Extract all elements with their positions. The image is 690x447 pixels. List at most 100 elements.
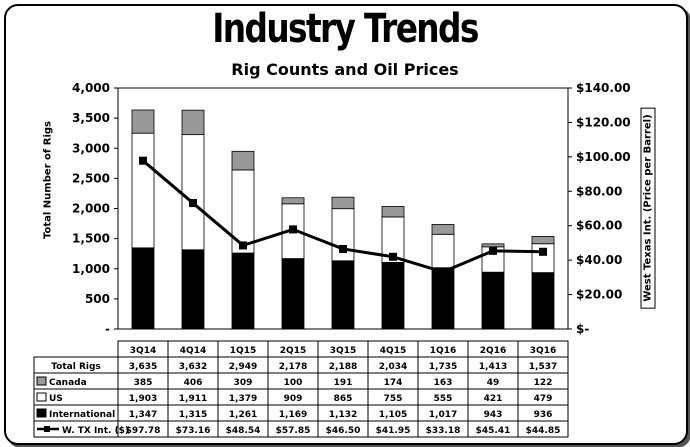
bar-international (131, 247, 155, 330)
y-left-tick-label: 1,000 (72, 262, 110, 276)
legend-key-us (36, 392, 47, 402)
wti-point (389, 252, 397, 261)
table-cell: $44.85 (526, 426, 561, 436)
y-right-tick-label: $80.00 (576, 184, 622, 198)
y-left-tick-label: 500 (85, 292, 110, 306)
table-cell: 1,903 (129, 394, 157, 404)
y-axis-right-label: West Texas Int. (Price per Barrel) (640, 107, 656, 309)
chart-subtitle: Rig Counts and Oil Prices (231, 60, 459, 79)
table-cell: 909 (284, 394, 303, 404)
bar-international (181, 249, 205, 330)
table-cell: $46.50 (326, 426, 361, 436)
wti-point (139, 156, 147, 165)
wti-point (239, 241, 247, 250)
wti-point (439, 267, 447, 276)
table-cell: 309 (234, 378, 253, 388)
table-cell: 1,017 (429, 410, 457, 420)
category-label: 4Q14 (180, 346, 206, 356)
bar-international (531, 272, 555, 330)
category-label: 3Q14 (130, 346, 156, 356)
bar-us (131, 132, 155, 249)
y-right-tick-label: $100.00 (576, 150, 631, 164)
wti-point (339, 244, 347, 253)
bar-canada (431, 224, 455, 235)
y-right-tick-label: $60.00 (576, 219, 622, 233)
bar-canada (381, 206, 405, 218)
table-cell: 385 (134, 378, 153, 388)
table-cell: 421 (484, 394, 503, 404)
legend-key-canada (36, 376, 47, 386)
table-cell: 2,034 (379, 362, 407, 372)
table-cell: 1,735 (429, 362, 457, 372)
y-right-tick-label: $120.00 (576, 115, 631, 129)
table-cell: 1,105 (379, 410, 407, 420)
table-cell: 3,632 (179, 362, 207, 372)
table-cell: 755 (384, 394, 403, 404)
legend-key-international (36, 408, 47, 418)
bar-international (481, 271, 505, 330)
table-cell: 2,949 (229, 362, 257, 372)
table-cell: 174 (384, 378, 403, 388)
table-cell: $41.95 (376, 426, 411, 436)
category-label: 4Q15 (380, 346, 406, 356)
table-cell: 163 (434, 378, 453, 388)
y-right-tick-label: $40.00 (576, 253, 622, 267)
wti-point (189, 199, 197, 208)
category-label: 3Q16 (530, 346, 556, 356)
bar-international (281, 258, 305, 330)
wti-point (289, 225, 297, 234)
y-left-tick-label: 2,000 (72, 202, 110, 216)
bar-canada (281, 197, 305, 205)
category-label: 1Q16 (430, 346, 456, 356)
bar-international (431, 267, 455, 330)
category-label: 2Q15 (280, 346, 306, 356)
table-cell: 1,315 (179, 410, 207, 420)
category-label: 2Q16 (480, 346, 506, 356)
table-cell: 406 (184, 378, 203, 388)
category-label: 1Q15 (230, 346, 256, 356)
table-cell: 1,347 (129, 410, 157, 420)
bar-canada (231, 150, 255, 171)
table-cell: 122 (534, 378, 553, 388)
bar-canada (181, 109, 205, 136)
y-right-tick-label: $140.00 (576, 81, 631, 95)
y-left-tick-label: 4,000 (72, 81, 110, 95)
bar-international (231, 252, 255, 330)
table-cell: 3,635 (129, 362, 157, 372)
bar-canada (481, 243, 505, 248)
y-left-tick-label: 3,000 (72, 141, 110, 155)
table-cell: 2,188 (329, 362, 357, 372)
y-left-tick-label: - (105, 322, 110, 336)
table-row-label: Total Rigs (51, 362, 101, 372)
y-right-tick-label: $20.00 (576, 288, 622, 302)
table-cell: 49 (487, 378, 500, 388)
table-row-label: International (49, 410, 115, 420)
table-cell: 936 (534, 410, 553, 420)
wti-point (539, 247, 547, 256)
bar-international (331, 260, 355, 330)
table-cell: 1,413 (479, 362, 507, 372)
bar-canada (131, 109, 155, 134)
table-row-label: W. TX Int. ($) (62, 426, 129, 436)
table-cell: $97.78 (126, 426, 161, 436)
bar-us (331, 208, 355, 262)
table-cell: 100 (284, 378, 303, 388)
table-cell: 1,169 (279, 410, 307, 420)
bar-us (181, 134, 205, 251)
table-cell: 555 (434, 394, 453, 404)
table-cell: 1,537 (529, 362, 557, 372)
table-cell: $33.18 (426, 426, 461, 436)
table-cell: $73.16 (176, 426, 211, 436)
y-left-tick-label: 3,500 (72, 111, 110, 125)
table-cell: 1,379 (229, 394, 257, 404)
bar-canada (531, 235, 555, 245)
y-left-tick-label: 1,500 (72, 232, 110, 246)
bar-us (431, 233, 455, 269)
table-cell: $57.85 (276, 426, 311, 436)
table-cell: $45.41 (476, 426, 511, 436)
table-row-label: US (49, 394, 63, 404)
table-cell: 1,261 (229, 410, 257, 420)
y-left-tick-label: 2,500 (72, 171, 110, 185)
y-right-tick-label: $- (576, 322, 589, 336)
